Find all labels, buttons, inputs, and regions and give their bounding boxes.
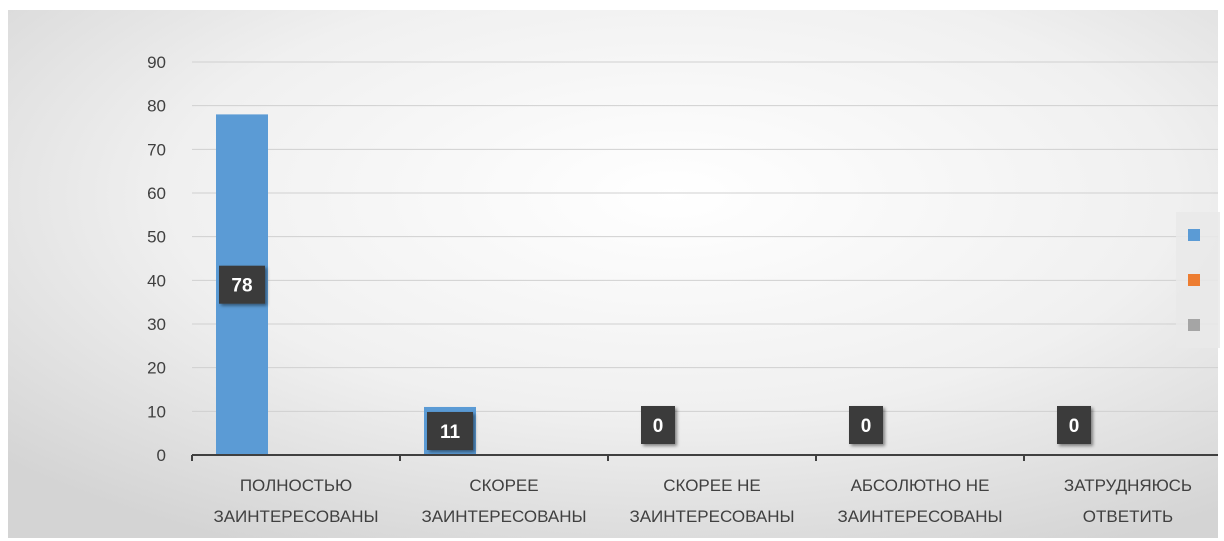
x-tick-label: ЗАТРУДНЯЮСЬ <box>1064 476 1192 495</box>
x-tick-label: ПОЛНОСТЬЮ <box>240 476 352 495</box>
data-labels: 78 11 0 0 0 <box>219 265 1091 450</box>
y-tick-label: 10 <box>147 402 166 421</box>
data-label-box <box>1057 406 1091 444</box>
data-label-box <box>849 406 883 444</box>
x-tick-label: СКОРЕЕ НЕ <box>663 476 761 495</box>
x-tick-label: ЗАИНТЕРЕСОВАНЫ <box>837 507 1002 526</box>
x-tick-label: ЗАИНТЕРЕСОВАНЫ <box>421 507 586 526</box>
gridlines <box>192 61 1218 412</box>
y-tick-label: 50 <box>147 228 166 247</box>
data-label: 0 <box>861 416 872 437</box>
y-tick-label: 20 <box>147 359 166 378</box>
y-tick-label: 60 <box>147 184 166 203</box>
legend-swatch <box>1188 274 1200 286</box>
legend-swatch <box>1188 229 1200 241</box>
data-label: 78 <box>231 276 252 297</box>
x-tick-label: ЗАИНТЕРЕСОВАНЫ <box>629 507 794 526</box>
y-tick-label: 30 <box>147 315 166 334</box>
legend <box>1176 212 1220 348</box>
legend-swatch <box>1188 319 1200 331</box>
plot-background <box>8 10 1218 538</box>
y-tick-label: 80 <box>147 97 166 116</box>
data-label: 11 <box>440 422 461 443</box>
x-tick-label: СКОРЕЕ <box>469 476 538 495</box>
y-tick-label: 40 <box>147 271 166 290</box>
data-label: 0 <box>653 416 664 437</box>
data-label-box <box>427 411 473 450</box>
x-tick-label: ЗАИНТЕРЕСОВАНЫ <box>213 507 378 526</box>
x-tick-label: ОТВЕТИТЬ <box>1083 507 1173 526</box>
data-label-box <box>219 265 265 304</box>
data-label: 0 <box>1069 416 1080 437</box>
y-tick-label: 90 <box>147 53 166 72</box>
x-tick-label: АБСОЛЮТНО НЕ <box>851 476 990 495</box>
y-tick-label: 0 <box>157 446 166 465</box>
y-tick-label: 70 <box>147 140 166 159</box>
y-axis-ticks: 0 10 20 30 40 50 60 70 80 90 <box>147 53 166 465</box>
x-axis-labels: ПОЛНОСТЬЮ ЗАИНТЕРЕСОВАНЫ СКОРЕЕ ЗАИНТЕРЕСОВ… <box>213 476 1192 526</box>
x-axis <box>191 454 1218 461</box>
data-label-box <box>641 406 675 444</box>
